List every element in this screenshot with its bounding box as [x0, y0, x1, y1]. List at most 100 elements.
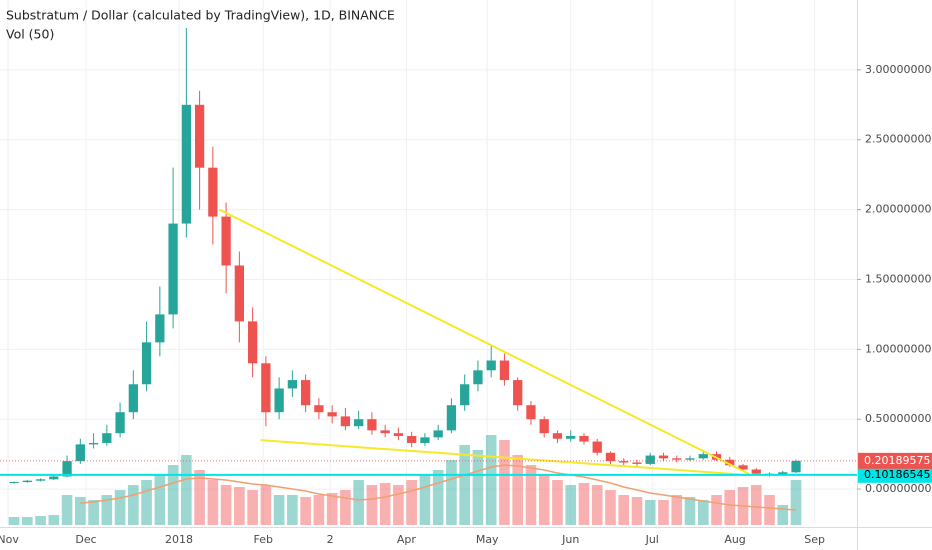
volume-bar	[459, 445, 470, 525]
x-tick-label: Aug	[724, 533, 745, 546]
x-tick-label: Nov	[0, 533, 19, 546]
candle-body	[526, 405, 536, 420]
volume-bar	[764, 495, 775, 525]
volume-bar	[35, 516, 46, 525]
x-tick-label: Dec	[75, 533, 96, 546]
volume-bar	[499, 440, 510, 525]
volume-bar	[247, 490, 258, 525]
volume-bar	[393, 485, 404, 525]
x-tick-label: Feb	[253, 533, 272, 546]
candle-body	[592, 441, 602, 453]
volume-bar	[366, 485, 378, 525]
candle-body	[141, 342, 152, 385]
candle-body	[287, 380, 298, 389]
volume-bar	[605, 490, 616, 525]
volume-bar	[777, 505, 789, 525]
candle-body	[340, 416, 351, 427]
x-tick-label: 2018	[165, 533, 193, 546]
candle-body	[513, 380, 523, 406]
candle-body	[605, 452, 616, 462]
volume-bar	[287, 495, 298, 525]
volume-bar	[644, 500, 656, 525]
candle-body	[208, 167, 218, 217]
candle-body	[632, 462, 642, 464]
candle-body	[274, 388, 284, 413]
volume-bar	[340, 490, 351, 525]
volume-bar	[181, 455, 192, 525]
volume-bar	[353, 480, 364, 525]
candle-body	[354, 419, 364, 427]
candle-body	[698, 454, 708, 459]
candle-body	[460, 384, 470, 406]
volume-bar	[485, 435, 497, 525]
last-price-label: 0.20189575	[864, 454, 930, 467]
volume-bar	[75, 497, 86, 525]
volume-bar	[379, 483, 391, 525]
candle-body	[62, 461, 72, 477]
candle-body	[35, 479, 46, 481]
volume-bar	[128, 485, 139, 525]
chart-title: Substratum / Dollar (calculated by Tradi…	[6, 8, 395, 23]
axes: 0.00000000 0.50000000 1.00000000 1.50000000…	[0, 63, 932, 546]
volume-bar	[141, 480, 152, 525]
volume-bar	[101, 495, 113, 525]
x-tick-label: Jul	[645, 533, 659, 546]
volume-bar	[591, 485, 603, 525]
candle-body	[380, 430, 390, 434]
candle-body	[552, 433, 563, 439]
candle-body	[221, 216, 231, 266]
candle-body	[393, 433, 404, 436]
volume-bar	[326, 493, 338, 525]
candle-body	[247, 321, 258, 364]
candle-body	[128, 384, 138, 413]
volume-bar	[114, 490, 126, 525]
candle-body	[367, 419, 377, 431]
volume-bar	[194, 470, 205, 525]
candle-body	[473, 370, 483, 385]
candle-body	[168, 223, 178, 315]
candle-body	[791, 460, 801, 473]
volume-bar	[631, 497, 643, 525]
candle-body	[433, 430, 443, 438]
candle-body	[420, 437, 430, 443]
volume-bar	[724, 490, 736, 525]
volume-bar	[167, 465, 179, 525]
trendline	[219, 208, 751, 476]
volume-bar	[406, 480, 417, 525]
candle-body	[579, 435, 589, 442]
candle-body	[327, 412, 337, 417]
y-tick-label: 2.50000000	[865, 133, 931, 146]
candle-body	[486, 360, 496, 371]
overlays	[0, 208, 857, 477]
candle-body	[22, 480, 32, 483]
candle-body	[155, 314, 165, 343]
candle-body	[645, 455, 655, 464]
candle-body	[234, 265, 245, 322]
y-tick-label: 0.00000000	[865, 482, 931, 495]
volume-bar	[300, 497, 311, 525]
volume-bar	[538, 475, 550, 525]
volume-bar	[790, 480, 802, 525]
candle-body	[314, 405, 324, 413]
volume-bar	[207, 480, 219, 525]
volume-bar	[472, 450, 484, 525]
volume-bar	[684, 497, 696, 525]
volume-bar	[88, 500, 99, 525]
candle-body	[725, 459, 735, 466]
volume-bar	[220, 485, 232, 525]
volume-bar	[419, 475, 431, 525]
candle-body	[658, 455, 669, 459]
candle-body	[446, 405, 457, 431]
candle-body	[407, 435, 417, 443]
candle-body	[88, 442, 99, 445]
candle-body	[115, 412, 125, 434]
trendline	[260, 439, 750, 477]
candle-body	[539, 419, 549, 434]
candle-body	[751, 469, 761, 474]
x-tick-label: Apr	[397, 533, 417, 546]
candle-body	[778, 472, 788, 476]
candle-body	[300, 380, 311, 406]
candle-body	[181, 104, 191, 224]
x-tick-label: Jun	[561, 533, 579, 546]
